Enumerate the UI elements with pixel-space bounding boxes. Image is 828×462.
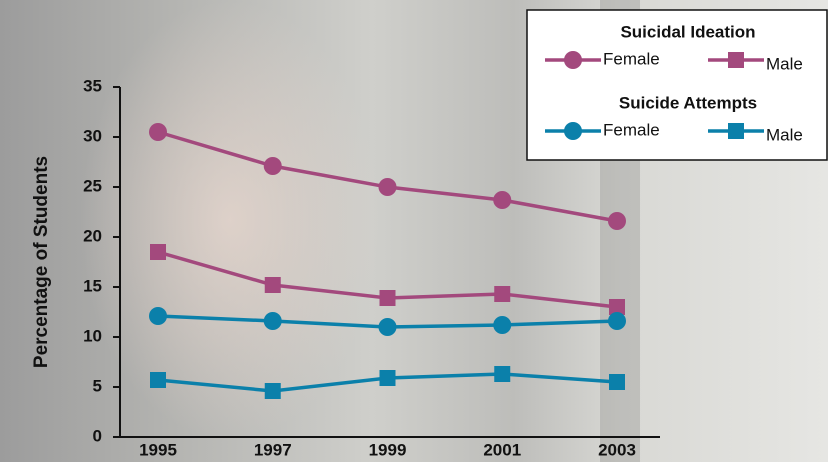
marker — [609, 299, 625, 315]
marker — [263, 312, 282, 330]
legend-group-title: Suicide Attempts — [619, 93, 757, 112]
marker — [379, 370, 396, 386]
marker — [264, 277, 281, 293]
marker — [493, 316, 512, 334]
x-tick-label: 2003 — [598, 440, 636, 459]
legend-group-title: Suicidal Ideation — [620, 22, 755, 41]
marker — [609, 374, 625, 390]
y-tick-label: 0 — [93, 426, 102, 445]
marker — [564, 51, 582, 69]
marker — [494, 366, 511, 382]
x-tick-label: 1995 — [139, 440, 177, 459]
marker — [379, 290, 396, 306]
marker — [608, 312, 626, 330]
marker — [493, 191, 512, 209]
legend-label: Female — [603, 49, 660, 68]
y-tick-label: 10 — [83, 326, 102, 345]
y-tick-label: 15 — [83, 276, 102, 295]
marker — [564, 122, 582, 140]
y-tick-label: 20 — [83, 226, 102, 245]
marker — [149, 307, 167, 325]
marker — [608, 212, 626, 230]
x-tick-label: 1999 — [369, 440, 407, 459]
marker — [150, 372, 166, 388]
marker — [728, 52, 744, 68]
y-tick-label: 30 — [83, 126, 102, 145]
legend-label: Male — [766, 54, 803, 73]
marker — [150, 244, 166, 260]
marker — [378, 318, 397, 336]
marker — [378, 178, 397, 196]
y-tick-label: 5 — [93, 376, 102, 395]
y-tick-label: 35 — [83, 76, 102, 95]
marker — [494, 286, 511, 302]
marker — [264, 383, 281, 399]
background-figure — [80, 0, 380, 440]
marker — [728, 123, 744, 139]
marker — [263, 157, 282, 175]
legend-label: Male — [766, 125, 803, 144]
marker — [149, 123, 167, 141]
legend-label: Female — [603, 120, 660, 139]
x-tick-label: 1997 — [254, 440, 292, 459]
x-tick-label: 2001 — [483, 440, 521, 459]
y-axis-label: Percentage of Students — [31, 156, 52, 368]
y-tick-label: 25 — [83, 176, 102, 195]
